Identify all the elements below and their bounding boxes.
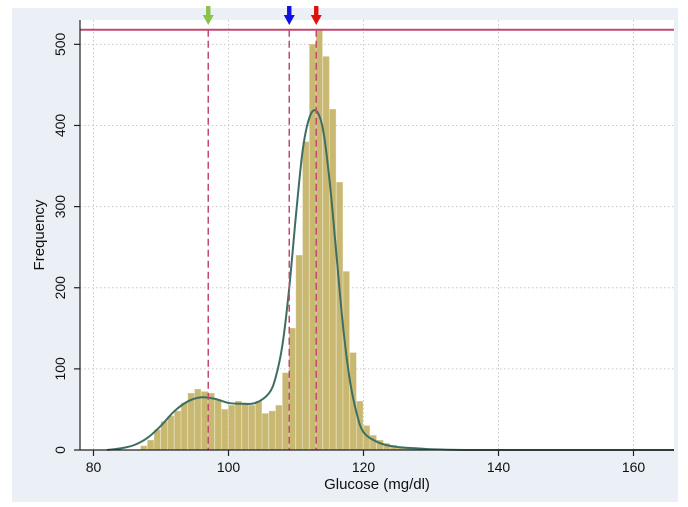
density-curve bbox=[106, 109, 674, 452]
reference-lines bbox=[80, 6, 674, 450]
x-tick-label: 160 bbox=[622, 459, 646, 475]
histogram-bar bbox=[174, 410, 181, 451]
histogram-bar bbox=[214, 399, 222, 451]
x-tick-label: 80 bbox=[86, 459, 102, 475]
y-tick-label: 100 bbox=[52, 357, 68, 381]
marker-arrow-icon-3 bbox=[310, 6, 322, 25]
histogram-bar bbox=[140, 445, 148, 451]
histogram-bar bbox=[228, 405, 235, 451]
x-tick-label: 100 bbox=[217, 459, 241, 475]
y-axis-title: Frequency bbox=[31, 199, 48, 270]
tick-marks: 80 100 120 140 160 0 100 200 300 400 500 bbox=[52, 32, 645, 475]
histogram-bar bbox=[241, 402, 249, 451]
histogram-bar bbox=[167, 415, 175, 451]
y-tick-label: 400 bbox=[52, 114, 68, 138]
histogram-bar bbox=[201, 391, 208, 451]
x-axis-title: Glucose (mg/dl) bbox=[324, 476, 430, 493]
marker-arrow-icon-2 bbox=[283, 6, 295, 25]
histogram-bar bbox=[255, 401, 262, 451]
y-tick-label: 300 bbox=[52, 195, 68, 219]
histogram-bar bbox=[235, 401, 242, 451]
histogram-bar bbox=[208, 393, 215, 451]
x-tick-label: 140 bbox=[487, 459, 511, 475]
histogram-bar bbox=[248, 405, 256, 451]
y-tick-label: 0 bbox=[52, 446, 68, 454]
histogram-bar bbox=[181, 402, 188, 451]
histogram-bar bbox=[268, 410, 276, 451]
histogram-bar bbox=[221, 409, 229, 451]
density-curve-group bbox=[106, 109, 674, 452]
histogram-bar bbox=[262, 413, 269, 451]
histogram-bar bbox=[147, 440, 154, 451]
histogram-bar bbox=[295, 255, 303, 451]
histogram-bar bbox=[309, 44, 316, 451]
histogram-bar bbox=[322, 56, 330, 451]
plot-area bbox=[80, 20, 674, 450]
histogram-bar bbox=[275, 405, 283, 451]
histogram-bar bbox=[316, 29, 323, 451]
histogram-bar bbox=[282, 372, 289, 451]
y-tick-label: 500 bbox=[52, 32, 68, 56]
histogram-bar bbox=[302, 141, 310, 451]
histogram-bar bbox=[154, 429, 161, 451]
x-tick-label: 120 bbox=[352, 459, 376, 475]
histogram-bar bbox=[289, 328, 296, 451]
axes bbox=[79, 20, 674, 451]
y-tick-label: 200 bbox=[52, 276, 68, 300]
marker-arrow-icon-1 bbox=[202, 6, 214, 25]
histogram-bar bbox=[329, 109, 337, 451]
